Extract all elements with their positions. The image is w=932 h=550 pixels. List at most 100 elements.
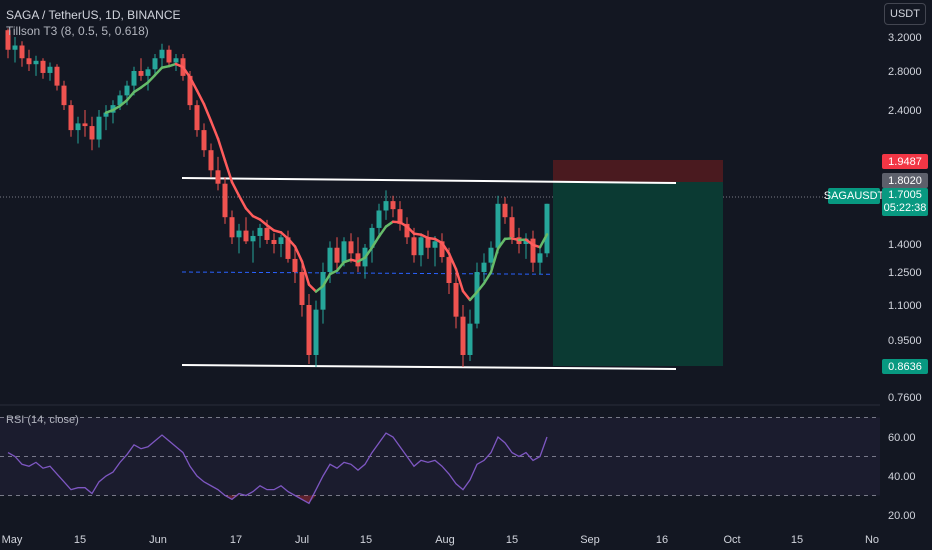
time-tick: 16: [656, 534, 668, 546]
candle-body: [19, 45, 25, 59]
candle-body: [383, 201, 389, 211]
t3-segment: [335, 260, 346, 272]
candle-body: [446, 257, 452, 283]
candle-body: [306, 305, 312, 355]
candle-body: [47, 66, 53, 73]
candle-body: [271, 239, 277, 244]
candle-body: [82, 123, 88, 127]
candle-body: [537, 253, 543, 263]
time-tick: 15: [506, 534, 518, 546]
candle-body: [411, 237, 417, 256]
t3-segment: [538, 233, 549, 249]
grid: [0, 196, 880, 406]
t3-segment: [300, 260, 311, 286]
t3-segment: [468, 290, 479, 302]
candle-body: [460, 316, 466, 355]
candle-body: [292, 258, 298, 272]
t3-segment: [461, 289, 472, 302]
candle-body: [194, 105, 200, 131]
rsi-tick: 20.00: [888, 510, 916, 522]
t3-segment: [258, 218, 269, 227]
time-tick: May: [2, 534, 23, 546]
t3-segment: [286, 237, 297, 248]
t3-segment: [524, 238, 535, 247]
candle-body: [96, 116, 102, 140]
candle-body: [278, 237, 284, 244]
t3-segment: [188, 76, 199, 92]
t3-segment: [237, 194, 248, 210]
candle-body: [432, 241, 438, 248]
candle-body: [453, 283, 459, 317]
time-tick: Sep: [580, 534, 600, 546]
candle-body: [187, 75, 193, 106]
t3-segment: [398, 221, 409, 228]
t3-segment: [146, 73, 157, 84]
t3-segment: [132, 86, 143, 94]
time-tick: No: [865, 534, 879, 546]
position-zones: [553, 160, 723, 366]
candle-body: [61, 85, 67, 106]
candle-body: [425, 237, 431, 248]
symbol-tag: SAGAUSDT: [823, 188, 885, 204]
channel-lines: [181, 177, 677, 370]
t3-segment: [111, 104, 122, 112]
candle-body: [495, 203, 501, 248]
price-tick: 1.4000: [888, 239, 922, 251]
t3-segment: [293, 245, 304, 263]
stop-price-tag: 1.9487: [882, 154, 928, 169]
t3-segment: [377, 225, 388, 238]
t3-segment: [405, 225, 416, 235]
candle-body: [215, 170, 221, 184]
channel-price-tag: 1.8020: [882, 173, 928, 188]
candle-body: [54, 66, 60, 86]
price-tick: 0.9500: [888, 335, 922, 347]
target-zone: [553, 182, 723, 366]
t3-segment: [384, 220, 395, 228]
t3-segment: [244, 207, 255, 218]
t3-segment: [307, 283, 318, 293]
t3-segment: [440, 241, 451, 255]
t3-segment: [475, 282, 486, 294]
t3-segment: [125, 90, 136, 102]
t3-segment: [202, 102, 213, 123]
candle-body: [376, 210, 382, 228]
t3-segment: [489, 247, 500, 274]
bar-countdown: 05:22:38: [883, 202, 927, 214]
time-tick: 15: [74, 534, 86, 546]
candle-body: [544, 203, 550, 254]
t3-segment: [482, 270, 493, 285]
target-price-tag: 0.8636: [882, 359, 928, 374]
t3-segment: [279, 231, 290, 240]
rsi-tick: 60.00: [888, 432, 916, 444]
rsi-line: [7, 432, 548, 505]
candle-body: [313, 309, 319, 355]
candle-body: [173, 58, 179, 63]
t3-segment: [363, 246, 374, 259]
t3-segment: [139, 81, 150, 89]
candle-body: [299, 272, 305, 305]
price-tick: 3.2000: [888, 32, 922, 44]
t3-segment: [181, 65, 192, 79]
t3-segment: [433, 237, 444, 245]
time-tick: Jul: [295, 534, 309, 546]
chart-title: SAGA / TetherUS, 1D, BINANCE: [6, 8, 181, 22]
last-price-tag: 1.7005 05:22:38: [882, 188, 928, 216]
channel-lower: [181, 364, 677, 370]
currency-button[interactable]: USDT: [884, 3, 926, 25]
t3-segment: [321, 272, 332, 288]
candle-body: [481, 262, 487, 272]
candle-body: [40, 60, 46, 73]
candle-body: [341, 241, 347, 263]
candle-body: [250, 235, 256, 242]
candle-body: [89, 126, 95, 140]
t3-segment: [251, 214, 262, 221]
rsi-title[interactable]: RSI (14, close): [6, 414, 79, 426]
channel-upper: [181, 177, 677, 184]
indicator-label[interactable]: Tillson T3 (8, 0.5, 5, 0.618): [6, 24, 149, 38]
t3-segment: [419, 233, 430, 240]
candles: [5, 28, 550, 367]
candle-body: [348, 241, 354, 254]
candle-body: [159, 49, 165, 59]
t3-segment: [314, 284, 325, 293]
